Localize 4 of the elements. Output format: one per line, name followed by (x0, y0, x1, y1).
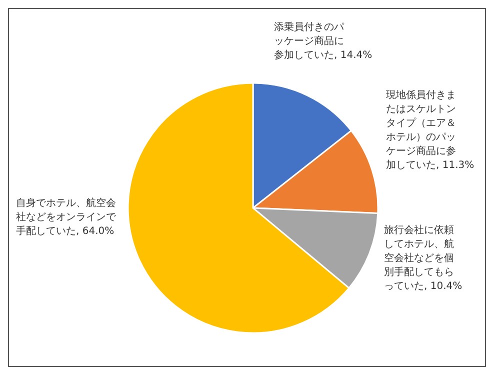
slice-label: 自身でホテル、航空会社などをオンラインで手配していた, 64.0% (16, 197, 117, 237)
slice-label: 旅行会社に依頼してホテル、航空会社などを個別手配してもらっていた, 10.4% (384, 224, 462, 292)
slice-label: 添乗員付きのパッケージ商品に参加していた, 14.4% (274, 21, 372, 61)
slice-label: 現地係員付きまたはスケルトンタイプ（エア＆ホテル）のパッケージ商品に参加していた, 11.3% (386, 89, 474, 171)
